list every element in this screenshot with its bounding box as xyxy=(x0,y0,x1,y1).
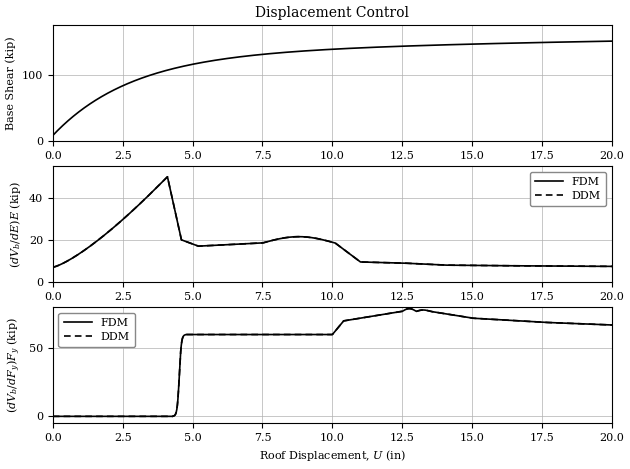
DDM xyxy=(608,322,616,328)
FDM xyxy=(288,234,295,240)
DDM xyxy=(263,332,271,337)
Y-axis label: $(dV_b/dE)E$ (kip): $(dV_b/dE)E$ (kip) xyxy=(8,181,23,268)
DDM xyxy=(146,191,154,197)
FDM xyxy=(49,414,57,419)
DDM xyxy=(288,234,295,240)
FDM xyxy=(537,263,545,269)
FDM xyxy=(597,322,605,327)
Line: DDM: DDM xyxy=(53,177,612,267)
DDM xyxy=(537,319,545,325)
FDM xyxy=(608,322,616,328)
Line: FDM: FDM xyxy=(53,309,612,416)
DDM xyxy=(49,414,57,419)
FDM xyxy=(597,264,605,269)
FDM xyxy=(49,265,57,270)
FDM xyxy=(406,306,413,311)
DDM xyxy=(597,264,605,269)
FDM xyxy=(537,319,545,325)
Title: Displacement Control: Displacement Control xyxy=(255,6,410,20)
DDM xyxy=(49,265,57,270)
Y-axis label: Base Shear (kip): Base Shear (kip) xyxy=(6,36,16,129)
DDM xyxy=(113,222,120,228)
DDM xyxy=(146,414,154,419)
Line: FDM: FDM xyxy=(53,177,612,267)
Y-axis label: $(dV_b/dF_y)F_y$ (kip): $(dV_b/dF_y)F_y$ (kip) xyxy=(6,318,23,413)
FDM xyxy=(113,222,120,228)
Legend: FDM, DDM: FDM, DDM xyxy=(59,313,135,347)
FDM xyxy=(608,264,616,269)
Legend: FDM, DDM: FDM, DDM xyxy=(530,172,607,206)
DDM xyxy=(608,264,616,269)
DDM xyxy=(537,263,545,269)
DDM xyxy=(288,332,295,337)
DDM xyxy=(263,239,271,244)
FDM xyxy=(113,414,120,419)
FDM xyxy=(263,239,271,244)
FDM xyxy=(288,332,295,337)
X-axis label: Roof Displacement, $U$ (in): Roof Displacement, $U$ (in) xyxy=(259,448,406,463)
FDM xyxy=(263,332,271,337)
DDM xyxy=(113,414,120,419)
FDM xyxy=(164,174,171,180)
DDM xyxy=(597,322,605,327)
Line: DDM: DDM xyxy=(53,309,612,416)
DDM xyxy=(164,174,171,180)
FDM xyxy=(146,191,154,197)
FDM xyxy=(146,414,154,419)
DDM xyxy=(406,306,413,311)
